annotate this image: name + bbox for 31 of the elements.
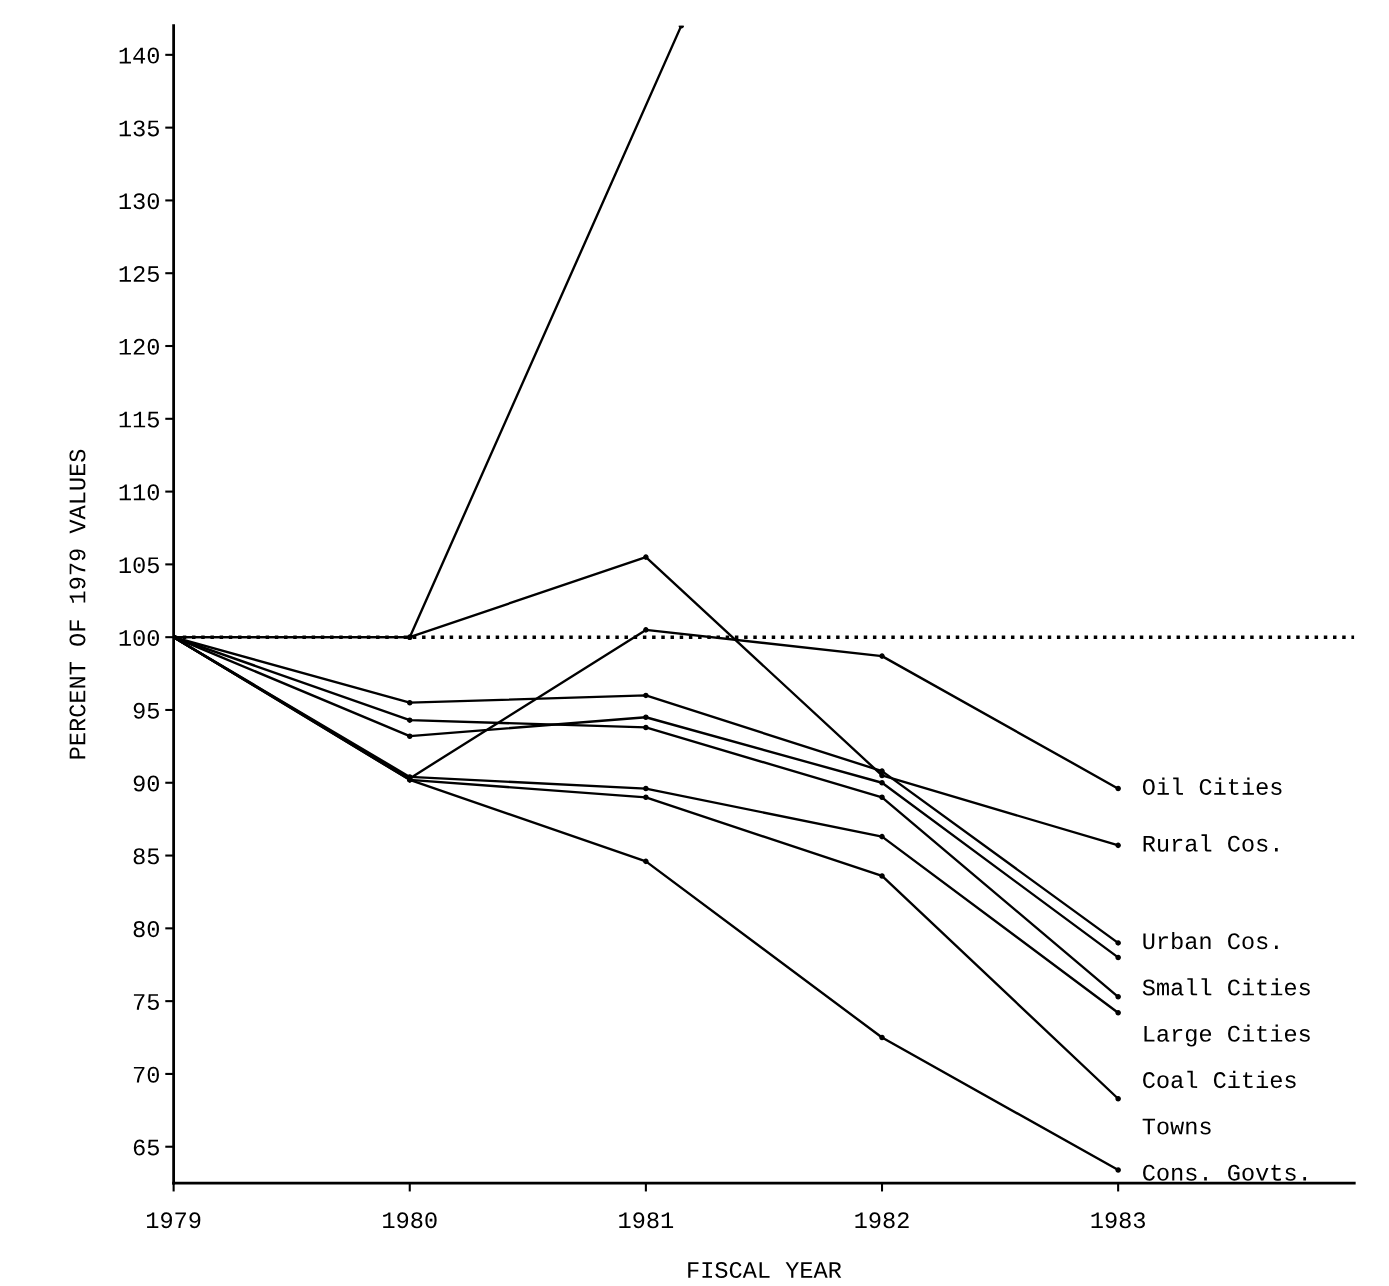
series-label: Large Cities <box>1144 1024 1310 1047</box>
x-tick-label: 1979 <box>146 1212 201 1229</box>
series-label: Oil Cities <box>1142 777 1282 795</box>
y-tick-label: 115 <box>119 411 159 428</box>
text: Coal Cities <box>1143 1070 1296 1089</box>
y-tick-label: 135 <box>119 120 159 137</box>
x-tick-label: 1982 <box>855 1212 909 1229</box>
y-tick-label: 75 <box>133 994 159 1010</box>
series-label: Small Cities <box>1142 978 1310 996</box>
x-tick-label: 1980 <box>383 1212 437 1229</box>
y-tick-label: 80 <box>133 921 159 938</box>
y-axis-title: PERCENT OF 1979 VALUES <box>69 449 86 759</box>
series-label: Cons. Govts. <box>1143 1164 1307 1181</box>
y-tick-label: 140 <box>119 47 159 64</box>
y-tick-label: 130 <box>119 193 159 210</box>
y-tick-label: 105 <box>119 557 159 574</box>
series-label: Urban Cos. <box>1143 931 1278 950</box>
y-tick-label: 70 <box>133 1066 159 1083</box>
y-tick-label: 65 <box>133 1139 159 1156</box>
y-tick-label: 90 <box>133 775 159 792</box>
y-tick-label: 125 <box>119 265 159 282</box>
y-tick-label: 95 <box>133 702 159 719</box>
y-tick-label: 120 <box>119 338 159 355</box>
y-tick-label: 85 <box>133 848 159 865</box>
y-tick-label: 110 <box>119 484 159 501</box>
x-tick-label: 1981 <box>619 1212 674 1229</box>
x-axis-title: FISCAL YEAR <box>688 1262 842 1279</box>
y-tick-label: 100 <box>119 629 159 646</box>
series-label: Rural Cos. <box>1143 834 1278 852</box>
series-label: Towns <box>1142 1118 1211 1135</box>
x-tick-label: 1983 <box>1091 1212 1145 1229</box>
